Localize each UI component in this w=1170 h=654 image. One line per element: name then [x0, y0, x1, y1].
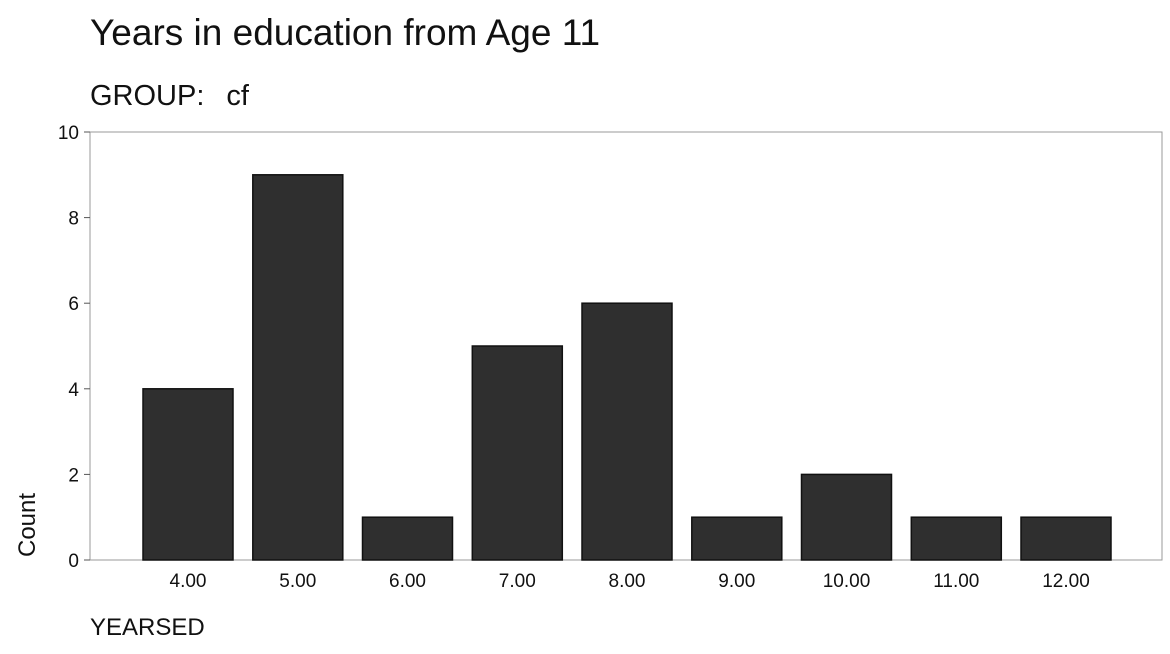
bars-group — [142, 174, 1112, 561]
chart-title: Years in education from Age 11 — [90, 12, 601, 53]
y-tick-label: 8 — [68, 209, 79, 230]
bar-11.00 — [910, 516, 1003, 561]
y-tick-label: 2 — [68, 465, 79, 486]
y-axis-label: Count — [14, 493, 41, 557]
x-axis: 4.00 5.00 6.00 7.00 8.00 9.00 10.00 11.00 12.00 — [170, 571, 1090, 592]
bar-7.00 — [471, 345, 564, 561]
bar-5.00 — [252, 174, 344, 561]
group-label: GROUP: — [90, 80, 205, 112]
x-tick-label: 6.00 — [389, 571, 426, 592]
x-tick-label: 9.00 — [718, 571, 755, 592]
x-tick-label: 8.00 — [609, 571, 646, 592]
bar-4.00 — [142, 388, 234, 561]
bar-6.00 — [361, 516, 454, 561]
bar-9.00 — [691, 516, 783, 561]
bar-10.00 — [800, 473, 893, 561]
x-tick-label: 12.00 — [1042, 571, 1090, 592]
x-tick-label: 5.00 — [279, 571, 316, 592]
y-tick-label: 10 — [58, 123, 79, 144]
group-value: cf — [226, 80, 249, 112]
x-tick-label: 11.00 — [933, 571, 979, 592]
y-tick-label: 6 — [68, 294, 79, 315]
y-tick-label: 4 — [68, 380, 79, 401]
chart-subtitle: GROUP: cf — [90, 80, 249, 113]
x-tick-label: 4.00 — [170, 571, 207, 592]
x-tick-label: 10.00 — [823, 571, 871, 592]
y-tick-label: 0 — [68, 551, 79, 572]
x-axis-label: YEARSED — [90, 614, 205, 641]
bar-8.00 — [581, 302, 673, 561]
bar-12.00 — [1020, 516, 1112, 561]
y-axis: 0 2 4 6 8 10 — [58, 123, 90, 572]
x-tick-label: 7.00 — [499, 571, 536, 592]
